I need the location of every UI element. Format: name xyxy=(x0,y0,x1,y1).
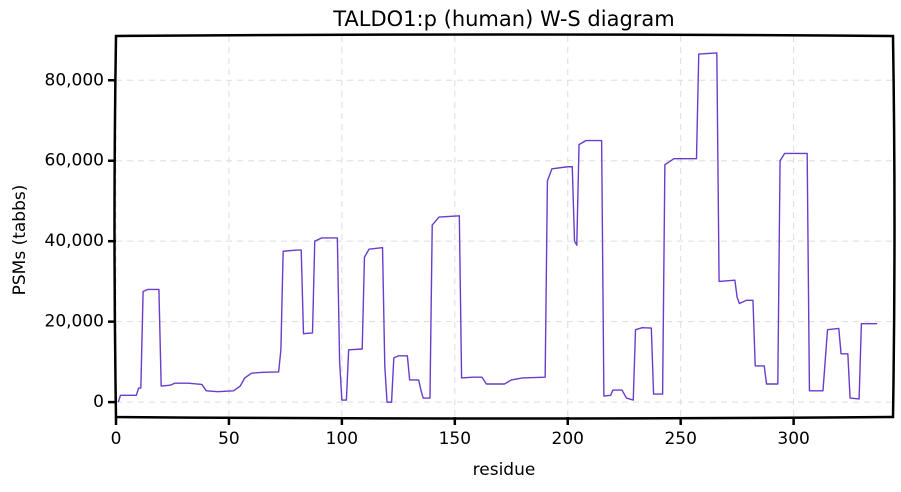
y-tick-label: 0 xyxy=(93,392,104,412)
x-tick-label: 250 xyxy=(664,429,696,449)
y-tick-label: 80,000 xyxy=(45,70,104,90)
x-tick-label: 50 xyxy=(218,429,240,449)
plot-frame xyxy=(113,33,896,420)
y-axis-label: PSMs (tabbs) xyxy=(10,185,30,296)
x-tick-label: 200 xyxy=(552,429,584,449)
chart-title: TALDO1:p (human) W-S diagram xyxy=(332,7,675,31)
x-tick-label: 300 xyxy=(777,429,809,449)
x-tick-label: 0 xyxy=(111,429,122,449)
x-tick-label: 150 xyxy=(439,429,471,449)
x-tick-label: 100 xyxy=(326,429,358,449)
y-tick-label: 20,000 xyxy=(45,312,104,332)
data-line xyxy=(117,52,878,403)
y-tick-label: 60,000 xyxy=(45,151,104,171)
x-axis-label: residue xyxy=(473,460,536,480)
y-tick-label: 40,000 xyxy=(45,231,104,251)
